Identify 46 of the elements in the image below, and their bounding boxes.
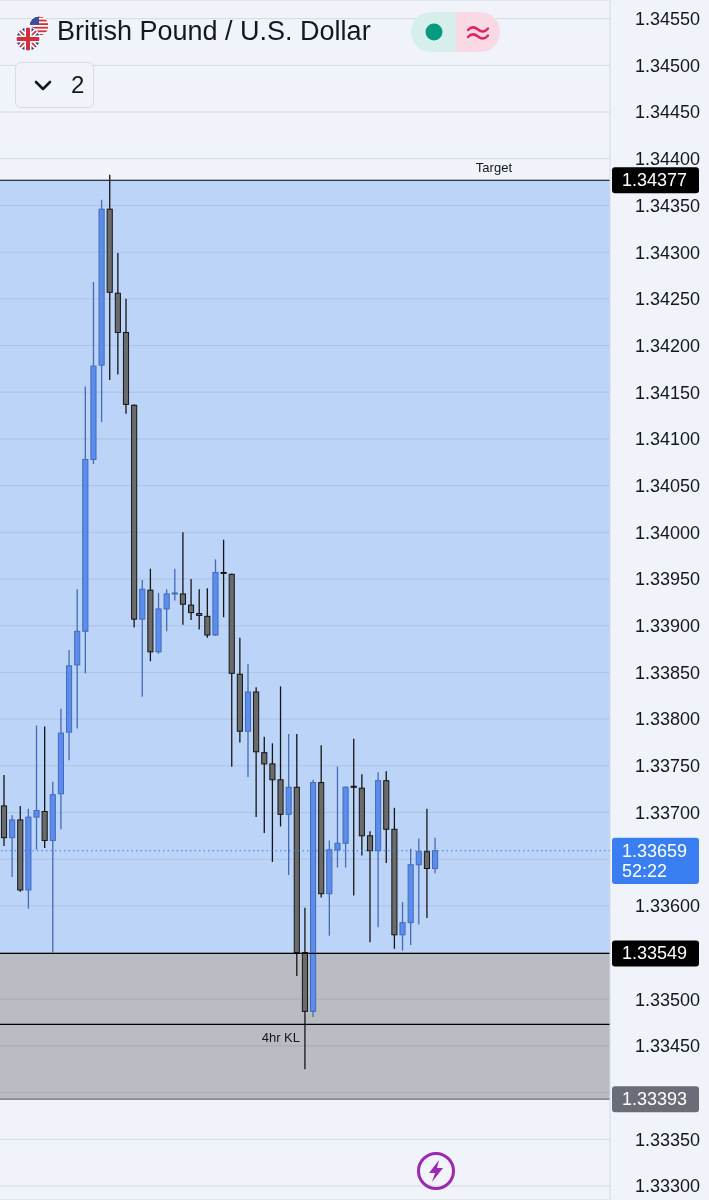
ref-line-label: 1.34377: [622, 170, 688, 191]
ref-line-label: 1.33659: [622, 840, 688, 861]
y-tick-label: 1.34250: [635, 289, 701, 310]
y-tick-label: 1.33900: [635, 616, 701, 637]
text: British Pound / U.S. Dollar: [57, 15, 371, 48]
candlestick: [204, 587, 211, 639]
y-tick-label: 1.33850: [635, 662, 701, 683]
y-tick-label: 1.34000: [635, 522, 701, 543]
y-tick-label: 1.34150: [635, 382, 701, 403]
y-tick-label: 1.33300: [635, 1176, 701, 1197]
y-tick-label: 1.33450: [635, 1036, 701, 1057]
candlestick: [423, 808, 430, 919]
candlestick: [415, 837, 422, 926]
text: 52:22: [612, 859, 699, 884]
ref-line-label: 1.33549: [622, 943, 688, 964]
y-tick-label: 1.34350: [635, 195, 701, 216]
toggle-button: 2: [15, 62, 94, 108]
y-tick-label: 1.34550: [635, 9, 701, 30]
annotation: Target: [474, 160, 512, 176]
ref-line-label: 1.33393: [622, 1089, 688, 1110]
y-tick-label: 1.33350: [635, 1129, 701, 1150]
y-tick-label: 1.33700: [635, 802, 701, 823]
annotation: 2: [71, 71, 85, 99]
candlestick: [188, 578, 195, 621]
y-tick-label: 1.34450: [635, 102, 701, 123]
y-tick-label: 1.34050: [635, 475, 701, 496]
y-tick-label: 1.34300: [635, 242, 701, 263]
candlestick: [261, 736, 268, 834]
y-tick-label: 1.33750: [635, 756, 701, 777]
candlestick: [171, 568, 178, 602]
y-tick-label: 1.34200: [635, 335, 701, 356]
y-tick-label: 1.33600: [635, 896, 701, 917]
y-tick-label: 1.33800: [635, 709, 701, 730]
y-tick-label: 1.34400: [635, 149, 701, 170]
candlestick: [350, 738, 357, 897]
candlestick: [432, 837, 439, 874]
candlestick: [220, 539, 227, 618]
y-tick-label: 1.33950: [635, 569, 701, 590]
candlestick: [366, 830, 374, 943]
candlestick: [9, 814, 16, 878]
annotation: 4hr KL: [260, 1030, 300, 1046]
y-tick-label: 1.34100: [635, 429, 701, 450]
candlestick: [179, 531, 186, 626]
y-tick-label: 1.34500: [635, 55, 701, 76]
y-tick-label: 1.33500: [635, 989, 701, 1010]
candlestick: [196, 588, 203, 631]
